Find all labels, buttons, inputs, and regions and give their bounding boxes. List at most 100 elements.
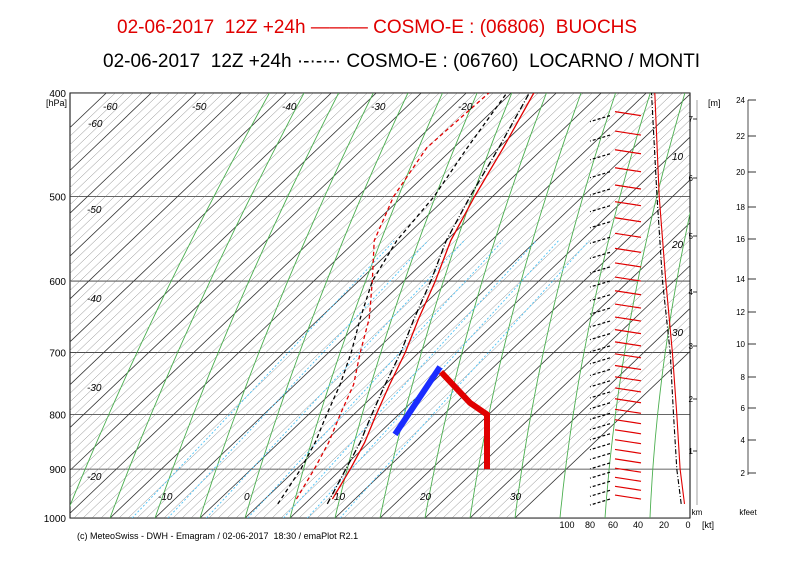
isotherm-line xyxy=(70,93,332,343)
isotherm-line xyxy=(199,93,647,518)
isotherm-line xyxy=(325,171,690,518)
buochs-wind-barb xyxy=(614,111,642,117)
buochs-wind-barb xyxy=(614,341,642,347)
km-tick-label: 6 xyxy=(689,174,694,183)
isotherm-line xyxy=(289,136,690,518)
isotherm-line xyxy=(118,93,566,518)
dry-adiabat-line xyxy=(244,93,409,518)
footer-credit: (c) MeteoSwiss - DWH - Emagram / 02-06-2… xyxy=(77,531,359,541)
isotherm-line xyxy=(70,93,233,248)
buochs-wind-barb xyxy=(614,184,642,190)
buochs-wind-barb xyxy=(614,262,642,268)
buochs-wind-barb xyxy=(614,149,642,155)
isotherm-line xyxy=(361,205,690,518)
locarno-dewpoint-line xyxy=(277,93,508,505)
isotherm-line xyxy=(451,291,690,518)
pressure-unit-label: [hPa] xyxy=(46,98,67,108)
locarno-wind-barb xyxy=(589,307,611,315)
isotherm-line xyxy=(298,145,690,518)
temperature-tick-label: 0 xyxy=(244,492,250,503)
isotherm-line xyxy=(70,93,143,163)
locarno-wind-barb xyxy=(589,280,611,288)
isotherm-line xyxy=(235,93,683,518)
locarno-wind-barb xyxy=(589,205,611,213)
km-unit-label: [m] xyxy=(708,98,721,108)
locarno-wind-barb xyxy=(589,498,611,506)
isotherm-line xyxy=(70,93,197,214)
mixing-ratio-line xyxy=(306,240,559,518)
locarno-wind-barb xyxy=(589,251,611,259)
dry-adiabat-line xyxy=(514,93,617,518)
locarno-wind-speed-line xyxy=(650,92,682,504)
km-tick-label: 7 xyxy=(689,115,694,124)
isotherm-line xyxy=(514,350,690,518)
locarno-wind-barb xyxy=(589,134,611,142)
isotherm-line xyxy=(70,93,449,454)
isotherm-line xyxy=(352,196,690,518)
isotherm-line xyxy=(370,213,690,518)
isotherm-line xyxy=(70,93,251,265)
isotherm-line xyxy=(487,325,690,518)
temperature-tick-label: 30 xyxy=(510,492,522,503)
isotherm-line xyxy=(70,93,377,386)
wind-unit-label: [kt] xyxy=(702,520,714,530)
temperature-tick-label: 30 xyxy=(672,328,684,339)
locarno-wind-barb xyxy=(589,368,611,377)
buochs-wind-barb xyxy=(614,353,642,359)
temperature-tick-label: 10 xyxy=(334,492,346,503)
isotherm-line xyxy=(70,93,323,334)
isotherm-line xyxy=(70,93,467,471)
isotherm-line xyxy=(70,93,404,411)
isotherm-line xyxy=(262,111,690,518)
kfeet-unit-label: kfeet xyxy=(739,508,757,517)
buochs-wind-barb xyxy=(614,448,642,454)
mixing-ratio-line xyxy=(247,240,504,518)
isotherm-line xyxy=(70,93,206,223)
locarno-wind-barb xyxy=(589,443,611,451)
isotherm-line xyxy=(70,93,422,429)
locarno-wind-barb xyxy=(589,171,611,179)
temperature-tick-label: -60 xyxy=(88,119,103,130)
isotherm-line xyxy=(316,162,690,518)
dry-adiabat-line xyxy=(199,93,374,518)
isotherm-line xyxy=(70,93,485,488)
isotherm-line xyxy=(460,299,690,518)
temperature-tick-label: 20 xyxy=(671,240,684,251)
buochs-wind-barb xyxy=(614,201,642,207)
locarno-wind-barb xyxy=(589,423,611,431)
buochs-wind-barb xyxy=(614,217,642,223)
isotherm-line xyxy=(70,93,350,360)
plot-frame xyxy=(69,92,691,519)
locarno-wind-barb xyxy=(589,480,611,488)
isotherm-line xyxy=(70,93,305,317)
isotherm-line xyxy=(70,93,440,445)
isotherm-line xyxy=(70,93,413,420)
isotherm-line xyxy=(70,93,134,154)
isotherm-line xyxy=(70,93,215,231)
wind-tick-label: 20 xyxy=(659,520,669,530)
isotherm-line xyxy=(280,128,690,518)
isotherm-line xyxy=(70,93,341,351)
buochs-wind-barb xyxy=(614,387,642,393)
wind-tick-label: 0 xyxy=(685,520,690,530)
dry-adiabat-line xyxy=(784,93,800,518)
isotherm-line xyxy=(91,93,539,518)
pressure-tick-label: 1000 xyxy=(44,514,67,525)
wind-tick-label: 100 xyxy=(559,520,574,530)
locarno-wind-barb xyxy=(589,153,611,161)
buochs-parcel-arrow xyxy=(438,369,490,470)
temperature-tick-label: -40 xyxy=(87,294,102,305)
wind-tick-label: 60 xyxy=(608,520,618,530)
isotherm-line xyxy=(190,93,638,518)
isotherm-line xyxy=(469,307,690,518)
buochs-wind-barb xyxy=(614,167,642,173)
mixing-ratio-line xyxy=(283,240,537,518)
isotherm-line xyxy=(70,93,161,180)
buochs-wind-barb xyxy=(614,290,642,296)
pressure-tick-label: 400 xyxy=(49,89,66,100)
temperature-tick-label: -20 xyxy=(458,102,473,113)
locarno-parcel-arrow xyxy=(392,365,443,437)
dry-adiabat-line xyxy=(649,211,690,518)
isotherm-line xyxy=(208,93,656,518)
isotherm-line xyxy=(145,93,593,518)
